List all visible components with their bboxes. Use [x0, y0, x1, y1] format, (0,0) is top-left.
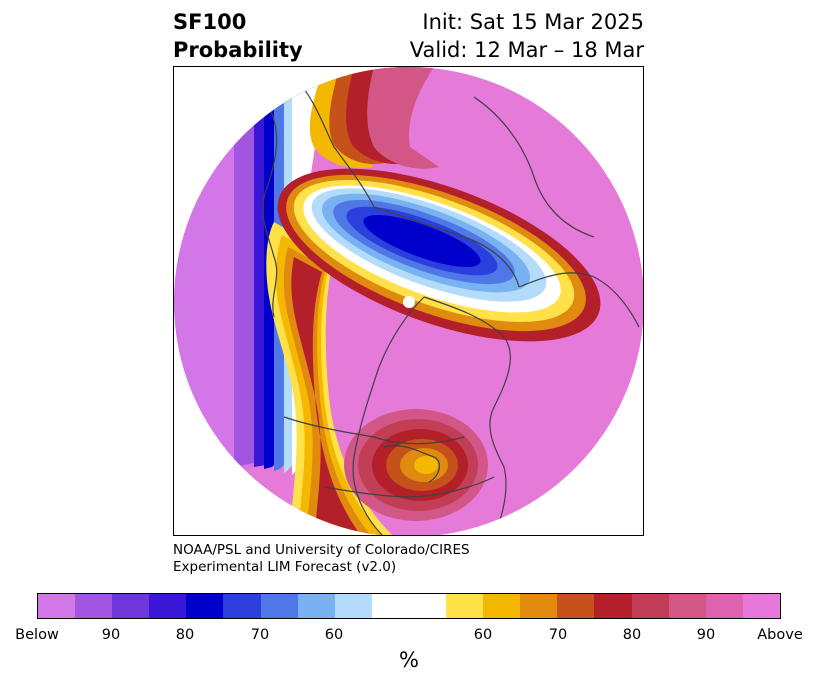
colorbar-tick-label: 80 [622, 627, 642, 643]
colorbar-tick-label: Above [757, 627, 803, 643]
valid-dates: Valid: 12 Mar – 18 Mar [409, 38, 644, 62]
colorbar-tick-label: Below [15, 627, 59, 643]
colorbar-segment [112, 594, 150, 618]
colorbar-tick-label: 90 [696, 627, 716, 643]
colorbar-segment [483, 594, 521, 618]
colorbar-segment [557, 594, 595, 618]
colorbar-segment [668, 594, 706, 618]
colorbar-segment [742, 594, 780, 618]
credit-text: NOAA/PSL and University of Colorado/CIRE… [173, 542, 470, 576]
colorbar-tick-label: 80 [175, 627, 195, 643]
polar-map [174, 67, 643, 535]
colorbar-segment [334, 594, 372, 618]
figure-title: SF100 Probability [173, 8, 303, 64]
colorbar-segment [186, 594, 224, 618]
colorbar-tick-label: 60 [473, 627, 493, 643]
colorbar-tick-label: 70 [548, 627, 568, 643]
colorbar [37, 593, 781, 619]
colorbar-segment [520, 594, 558, 618]
credit-line-2: Experimental LIM Forecast (v2.0) [173, 559, 397, 575]
colorbar-segment [594, 594, 632, 618]
colorbar-segment [371, 594, 447, 618]
colorbar-tick-label: 60 [324, 627, 344, 643]
colorbar-unit: % [399, 648, 419, 672]
title-type: Probability [173, 38, 303, 62]
north-pole-marker [403, 296, 415, 308]
colorbar-segment [297, 594, 335, 618]
colorbar-segment [260, 594, 298, 618]
forecast-map [173, 66, 644, 536]
title-variable: SF100 [173, 10, 247, 34]
coastlines [262, 76, 640, 535]
colorbar-tick-label: 70 [250, 627, 270, 643]
colorbar-segment [149, 594, 187, 618]
colorbar-segment [223, 594, 261, 618]
colorbar-tick-label: 90 [101, 627, 121, 643]
colorbar-segment [446, 594, 484, 618]
colorbar-segment [38, 594, 76, 618]
colorbar-segment [75, 594, 113, 618]
colorbar-segment [631, 594, 669, 618]
probability-field [174, 67, 643, 535]
credit-line-1: NOAA/PSL and University of Colorado/CIRE… [173, 542, 470, 558]
init-date: Init: Sat 15 Mar 2025 [422, 10, 644, 34]
forecast-dates: Init: Sat 15 Mar 2025 Valid: 12 Mar – 18… [410, 8, 644, 64]
colorbar-segment [705, 594, 743, 618]
